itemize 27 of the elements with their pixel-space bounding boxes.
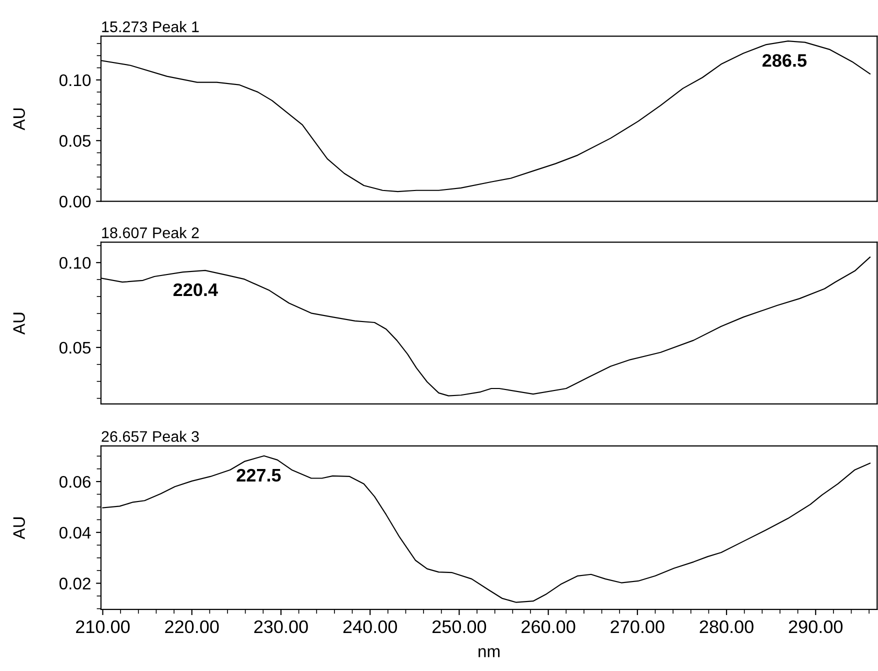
y-axis-title: AU xyxy=(13,312,25,335)
y-tick-label: 0.00 xyxy=(59,196,91,208)
x-tick-label: 220.00 xyxy=(165,620,219,634)
x-tick-label: 250.00 xyxy=(432,620,486,634)
chart-title: 26.657 Peak 3 xyxy=(102,430,199,442)
y-axis-title: AU xyxy=(13,108,25,130)
annotation: 286.5 xyxy=(762,54,807,67)
y-tick-label: 0.10 xyxy=(59,74,91,86)
x-axis-title: nm xyxy=(478,648,500,658)
y-tick-label: 0.05 xyxy=(59,342,91,354)
annotation: 220.4 xyxy=(173,283,218,296)
x-tick-label: 230.00 xyxy=(254,620,308,634)
x-tick-label: 240.00 xyxy=(343,620,397,634)
y-tick-label: 0.10 xyxy=(59,256,91,269)
x-tick-label: 260.00 xyxy=(522,620,576,634)
x-tick-label: 210.00 xyxy=(76,620,130,634)
annotation: 227.5 xyxy=(236,468,281,482)
y-axis-title: AU xyxy=(13,517,25,540)
x-tick-label: 290.00 xyxy=(788,620,843,634)
x-tick-label: 280.00 xyxy=(700,620,754,634)
x-tick-label: 270.00 xyxy=(610,620,664,634)
chart-title: 18.607 Peak 2 xyxy=(102,226,199,238)
y-tick-label: 0.04 xyxy=(59,526,91,539)
y-tick-label: 0.02 xyxy=(59,578,90,590)
chart-title: 15.273 Peak 1 xyxy=(102,20,199,32)
y-tick-label: 0.06 xyxy=(59,476,91,488)
y-tick-label: 0.05 xyxy=(59,135,91,147)
